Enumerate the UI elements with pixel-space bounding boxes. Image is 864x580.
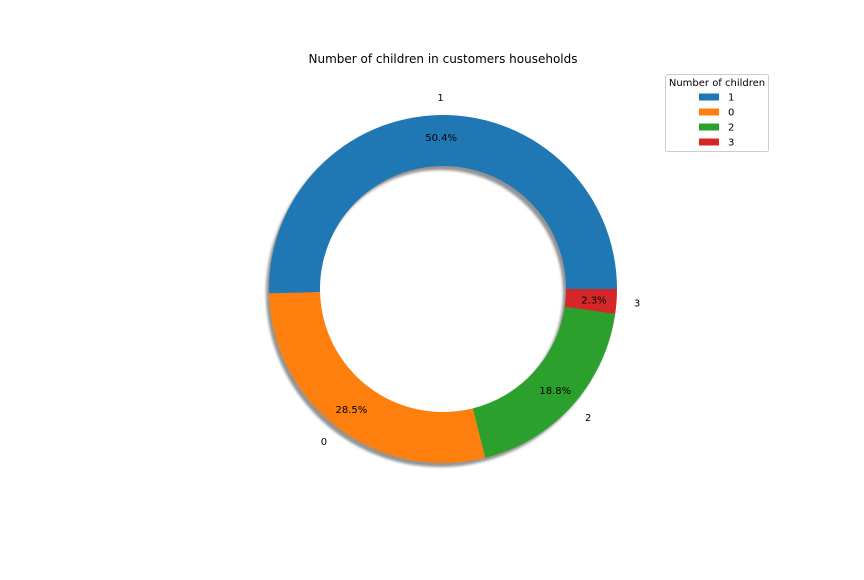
legend-swatch-2 [699,123,719,131]
slice-category-label-2: 2 [585,413,591,424]
slice-labels: 50.4% 1 28.5% 0 18.8% 2 2.3% 3 [321,93,641,448]
slice-0 [269,292,486,463]
legend-title: Number of children [669,78,765,89]
legend-label-2: 2 [728,123,734,134]
legend-item-0: 0 [699,108,734,119]
legend-swatch-3 [699,138,719,146]
slice-pct-label-2: 18.8% [539,386,571,397]
legend-label-3: 3 [728,138,734,149]
slice-category-label-3: 3 [634,298,640,309]
slice-category-label-0: 0 [321,437,327,448]
legend-label-1: 1 [728,93,734,104]
slice-pct-label-1: 50.4% [425,133,457,144]
slice-3 [564,289,617,315]
legend-entries: 1 0 2 3 [699,93,734,149]
slice-pct-label-0: 28.5% [335,405,367,416]
slice-1 [269,114,617,294]
legend-label-0: 0 [728,108,734,119]
donut-slices [269,114,617,463]
legend: Number of children 1 0 2 3 [665,74,769,152]
legend-item-2: 2 [699,123,734,134]
slice-category-label-1: 1 [437,93,443,104]
chart-title: Number of children in customers househol… [308,52,577,66]
slice-2 [472,306,616,458]
legend-item-1: 1 [699,93,734,104]
slice-pct-label-3: 2.3% [581,295,606,306]
legend-swatch-0 [699,108,719,116]
legend-item-3: 3 [699,138,734,149]
legend-swatch-1 [699,93,719,101]
